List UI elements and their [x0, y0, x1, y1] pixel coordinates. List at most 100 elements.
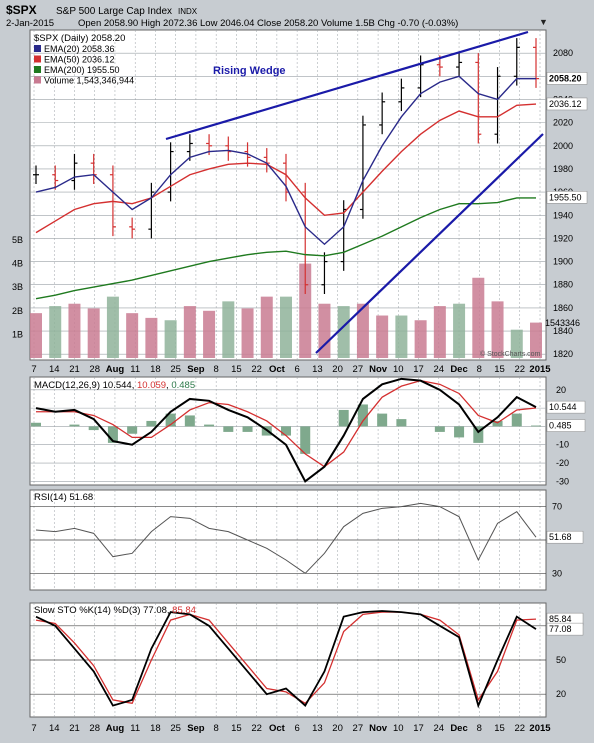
sto-legend: Slow STO %K(14) %D(3) 77.08, 85.84 — [34, 605, 196, 616]
price-tick-label: 1860 — [553, 303, 573, 313]
volume-bar — [241, 308, 254, 358]
x-tick-label: 2015 — [529, 364, 551, 375]
volume-bar — [395, 315, 408, 358]
x-tick-label: Oct — [269, 723, 286, 734]
x-tick-label: 6 — [294, 364, 299, 375]
sto-k-line — [35, 610, 537, 709]
macd-tick-label: -10 — [556, 440, 569, 450]
sto-d-line — [35, 611, 537, 705]
macd-histogram-bar — [300, 426, 311, 454]
legend-label: EMA(200) 1955.50 — [44, 65, 120, 75]
legend-label: EMA(50) 2036.12 — [44, 55, 115, 65]
x-tick-label: Nov — [369, 723, 388, 734]
macd-histogram-bar — [69, 424, 80, 427]
price-tag-label: 1955.50 — [549, 192, 582, 202]
price-tag-box — [546, 72, 588, 85]
volume-bar — [510, 329, 523, 358]
x-tick-label: Aug — [106, 364, 125, 375]
x-tick-label: 11 — [130, 364, 140, 375]
header-quote: Open 2058.90 High 2072.36 Low 2046.04 Cl… — [78, 18, 458, 29]
x-tick-label: Nov — [369, 364, 388, 375]
ema200-line — [35, 197, 536, 300]
x-tick-label: 24 — [434, 723, 445, 734]
legend-swatch — [34, 76, 41, 84]
macd-signal-line — [36, 379, 537, 468]
sto-tag-box — [546, 622, 584, 636]
macd-legend: MACD(12,26,9) 10.544, 10.059, 0.485 — [34, 380, 195, 391]
macd-line — [35, 377, 537, 483]
macd-histogram-bar — [338, 409, 349, 427]
x-tick-label: 15 — [231, 364, 242, 375]
price-tick-label: 2000 — [553, 141, 573, 151]
price-tick-label: 1920 — [553, 233, 573, 243]
macd-histogram-bar — [473, 426, 484, 443]
x-tick-label: Sep — [187, 364, 205, 375]
macd-tag-box — [546, 400, 586, 414]
price-tag-label: 2036.12 — [549, 99, 582, 109]
volume-bar — [222, 301, 235, 358]
rsi-tag-box — [546, 530, 584, 544]
x-tick-label: 18 — [150, 723, 161, 734]
macd-tick-label: -30 — [556, 476, 569, 486]
x-tick-label: 13 — [312, 723, 323, 734]
legend-label: EMA(20) 2058.36 — [44, 44, 115, 54]
macd-histogram-bar — [511, 413, 522, 427]
macd-histogram-bar — [434, 426, 445, 432]
sto-gridlines — [30, 603, 546, 717]
macd-tick-label: 20 — [556, 385, 566, 395]
price-tick-label: 1980 — [553, 164, 573, 174]
rising-wedge-annotation: Rising Wedge — [213, 65, 286, 77]
macd-histogram-bar — [357, 404, 368, 427]
price-y-axis: 2080206020402020200019801960194019201900… — [553, 48, 573, 359]
price-legend: $SPX (Daily) 2058.20 EMA(20) 2058.36EMA(… — [34, 33, 134, 86]
x-tick-label: Dec — [450, 723, 467, 734]
price-tick-label: 1820 — [553, 349, 573, 359]
macd-tick-label: -20 — [556, 458, 569, 468]
price-tags: 2058.20 2036.12 1955.50 — [546, 72, 588, 204]
volume-tick-label: 2B — [12, 306, 23, 316]
price-tick-label: 1840 — [553, 326, 573, 336]
macd-histogram-bar — [454, 426, 465, 438]
macd-histogram-bar — [492, 420, 503, 427]
x-tick-label: 6 — [294, 723, 299, 734]
x-tick-label: 21 — [69, 723, 80, 734]
volume-bar — [203, 310, 216, 358]
x-tick-label: Oct — [269, 364, 286, 375]
x-tick-label: 7 — [31, 364, 36, 375]
price-tick-label: 1900 — [553, 257, 573, 267]
macd-histogram — [31, 404, 541, 454]
header-exchange: INDX — [178, 7, 198, 16]
macd-histogram-bar — [223, 426, 234, 432]
volume-bar — [356, 303, 369, 358]
x-tick-label: 22 — [514, 723, 525, 734]
x-tick-label: 14 — [49, 723, 60, 734]
sto-tag-label: 85.84 — [549, 614, 572, 624]
x-tick-label: 28 — [89, 723, 100, 734]
header-symbol: $SPX — [6, 3, 37, 17]
volume-bar — [87, 308, 100, 358]
volume-bar — [433, 306, 446, 358]
price-tag-box — [546, 191, 588, 204]
macd-histogram-bar — [396, 419, 407, 427]
legend-swatch — [34, 66, 41, 73]
x-tick-label: 20 — [332, 723, 343, 734]
macd-histogram-bar — [531, 425, 541, 427]
x-tick-label: 13 — [312, 364, 323, 375]
x-tick-label: 27 — [353, 364, 364, 375]
x-tick-label: 8 — [477, 723, 482, 734]
price-bars — [33, 38, 539, 294]
x-tick-label: 15 — [494, 364, 505, 375]
x-tick-label: 17 — [413, 364, 424, 375]
ema20-line — [35, 75, 536, 246]
x-tick-label: 11 — [130, 723, 140, 734]
x-tick-label: 28 — [89, 364, 100, 375]
x-tick-label: 14 — [49, 364, 60, 375]
rsi-tick-label: 70 — [552, 502, 562, 512]
volume-bar — [164, 320, 177, 358]
macd-histogram-bar — [204, 424, 215, 427]
volume-bar — [183, 306, 196, 358]
sto-tick-label: 20 — [556, 689, 566, 699]
header-date: 2-Jan-2015 — [6, 18, 54, 29]
macd-tag-box — [546, 419, 586, 432]
x-tick-label: 15 — [494, 723, 505, 734]
